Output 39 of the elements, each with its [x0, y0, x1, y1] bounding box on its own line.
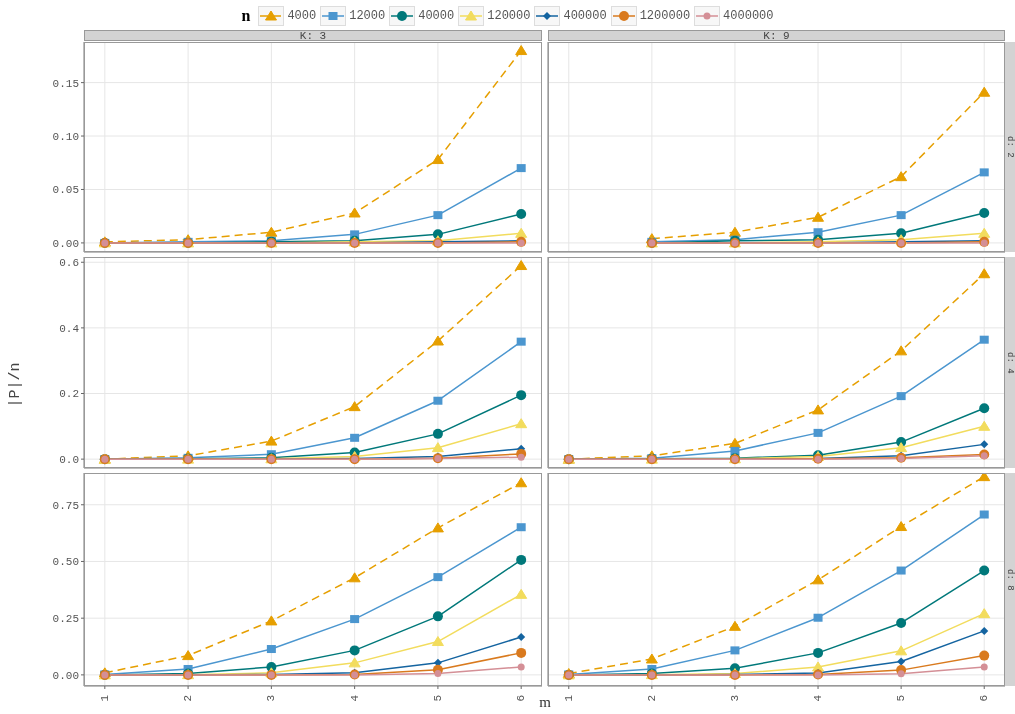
y-tick-label: 0.6: [59, 257, 79, 270]
x-tick-label: 1: [562, 694, 575, 702]
x-tick-label: 2: [182, 695, 195, 702]
x-tick-label: 5: [431, 695, 444, 702]
chart-title: K: 9: [548, 30, 1005, 42]
legend-label: 1200000: [639, 9, 691, 23]
x-tick-label: 3: [728, 695, 741, 702]
legend-title: n: [241, 7, 251, 25]
y-tick-label: 0.2: [59, 388, 79, 401]
x-tick-label: 5: [895, 695, 908, 702]
x-tick-label: 1: [98, 694, 111, 702]
legend-label: 40000: [418, 9, 455, 23]
legend-label: 12000: [349, 9, 386, 23]
y-tick-label: 0.00: [52, 669, 79, 682]
y-tick-label: 0.0: [59, 454, 79, 467]
chart-title: K: 3: [84, 30, 542, 42]
x-tick-label: 6: [515, 695, 528, 702]
x-tick-label: 4: [348, 694, 361, 702]
annotation: d: 4: [1005, 351, 1015, 374]
annotation: d: 8: [1005, 568, 1015, 591]
y-tick-label: 0.05: [52, 184, 79, 197]
y-tick-label: 0.15: [52, 77, 79, 90]
y-tick-label: 0.00: [52, 237, 79, 250]
x-tick-label: 2: [645, 695, 658, 702]
x-axis-title: m: [538, 694, 552, 711]
x-tick-label: 3: [265, 695, 278, 702]
y-tick-label: 0.25: [52, 613, 79, 626]
y-tick-label: 0.75: [52, 499, 79, 512]
annotation: d: 2: [1005, 136, 1015, 158]
y-tick-label: 0.10: [52, 130, 79, 143]
legend-label: 4000: [287, 9, 317, 23]
y-tick-label: 0.50: [52, 556, 79, 569]
y-axis-title: |P|/n: [7, 362, 25, 408]
y-tick-label: 0.4: [59, 322, 80, 335]
legend-label: 4000000: [723, 9, 774, 23]
x-tick-label: 4: [812, 694, 825, 702]
x-tick-label: 6: [978, 695, 991, 702]
legend-label: 400000: [563, 9, 607, 23]
legend-label: 120000: [487, 9, 531, 23]
